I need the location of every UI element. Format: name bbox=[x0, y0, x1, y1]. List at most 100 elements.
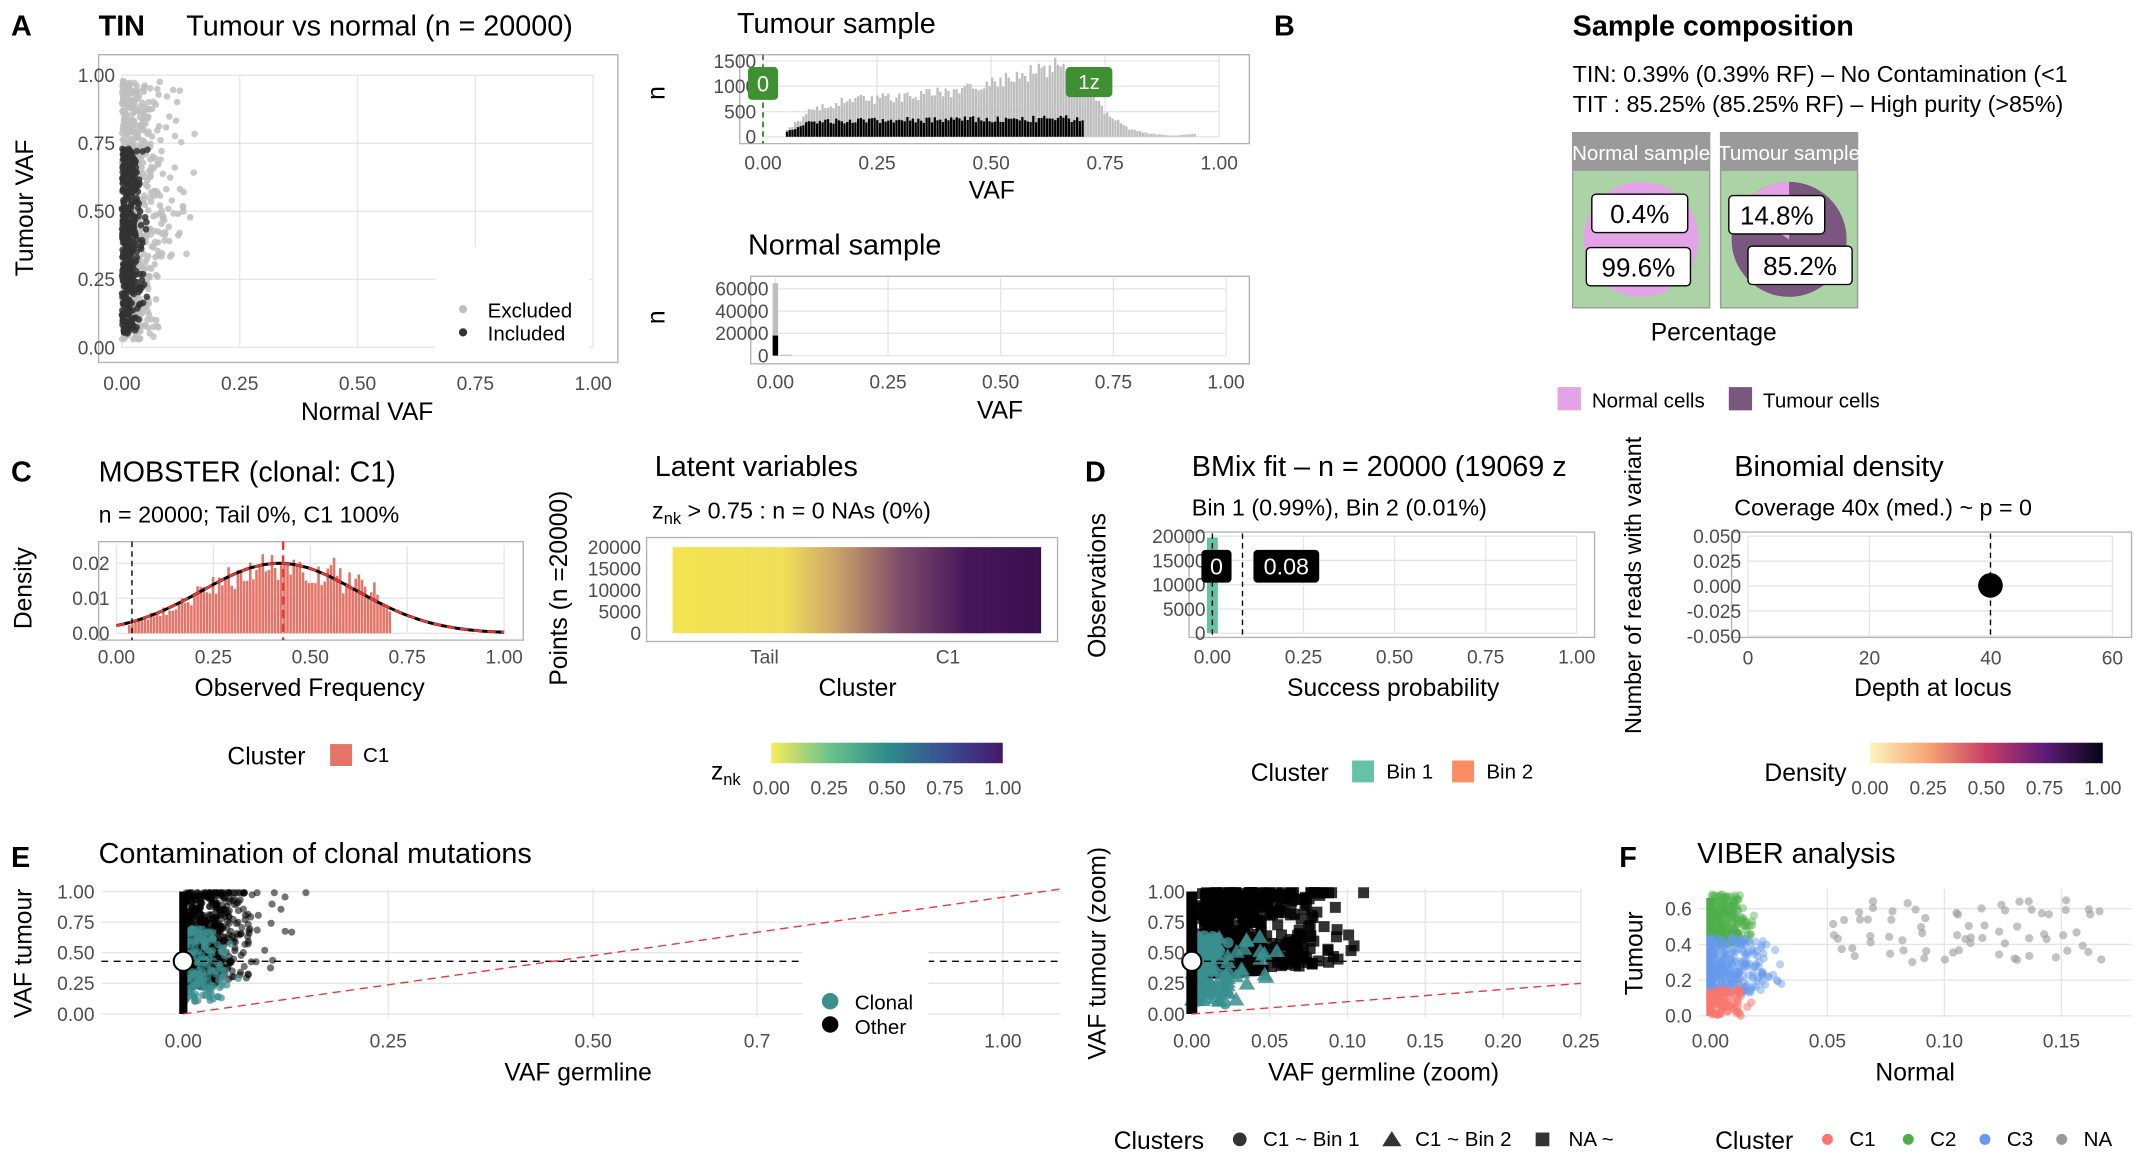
tumour-hist-bar bbox=[1136, 131, 1139, 137]
normal-hist-xtick-label: 1.00 bbox=[1207, 372, 1244, 393]
tumour-hist-bar-included bbox=[1062, 117, 1065, 137]
panel-e-point-other bbox=[216, 909, 224, 917]
panel-f-column-c2 bbox=[1706, 897, 1715, 936]
tumour-hist-bar-included bbox=[848, 119, 852, 137]
panel-f-point-c2 bbox=[1726, 909, 1736, 918]
tumour-hist-bar-included bbox=[1065, 115, 1068, 137]
panel-a-point-included bbox=[126, 322, 133, 329]
latent-ylabel: Points (n =20000) bbox=[546, 491, 573, 686]
zoom-point-na bbox=[1345, 945, 1357, 957]
zoom-point-na bbox=[1206, 890, 1218, 902]
panel-a-point-excluded bbox=[159, 170, 167, 178]
tumour-hist-bar bbox=[993, 81, 997, 137]
panel-f-point-c3 bbox=[1721, 975, 1730, 984]
panel-f-ytick-label: 0.4 bbox=[1665, 935, 1692, 956]
panel-f-point-c3 bbox=[1736, 938, 1745, 948]
panel-e-point-clonal bbox=[205, 954, 213, 963]
tumour-hist-bar-included bbox=[1054, 120, 1057, 137]
panel-f-point-c2 bbox=[1713, 911, 1723, 921]
tumour-hist-bar-included bbox=[941, 122, 945, 137]
panel-a-point-included bbox=[133, 278, 140, 286]
panel-a-point-excluded bbox=[152, 296, 160, 303]
panel-d-legend-title: Cluster bbox=[1251, 760, 1329, 787]
panel-f-point-na bbox=[1866, 932, 1875, 941]
panel-f-point-c3 bbox=[1740, 961, 1749, 970]
zoom-point-bin2 bbox=[1257, 969, 1275, 983]
panel-a-point-excluded bbox=[120, 139, 128, 146]
panel-c-bar bbox=[261, 554, 264, 634]
panel-a-point-included bbox=[134, 204, 142, 212]
panel-e-point-other bbox=[211, 914, 219, 922]
panel-f-point-c3 bbox=[1720, 963, 1729, 973]
panel-f-point-c3 bbox=[1726, 949, 1735, 958]
tumour-hist-bar bbox=[1179, 134, 1183, 137]
panel-f-point-na bbox=[2086, 910, 2095, 919]
latent-legend-bar bbox=[771, 742, 1003, 764]
tumour-hist-bar-included bbox=[903, 121, 906, 137]
panel-f-xtick-label: 0.00 bbox=[1692, 1032, 1729, 1053]
zoom-point-na bbox=[1206, 914, 1218, 926]
panel-f-point-c2 bbox=[1719, 921, 1728, 930]
panel-f-point-c3 bbox=[1724, 945, 1733, 954]
panel-e-ytick-label: 0.25 bbox=[57, 974, 94, 995]
panel-e-point-clonal bbox=[209, 935, 218, 943]
tumour-hist-bar-included bbox=[1032, 115, 1035, 137]
panel-f-point-c2 bbox=[1723, 938, 1732, 947]
tumour-hist-bar-included bbox=[933, 117, 936, 137]
panel-f-point-c3 bbox=[1716, 942, 1726, 951]
panel-f-point-c3 bbox=[1729, 936, 1738, 945]
tumour-hist-bar bbox=[947, 90, 950, 137]
panel-f-point-c3 bbox=[1713, 966, 1722, 975]
panel-f-point-na bbox=[2015, 897, 2024, 906]
panel-f-point-c2 bbox=[1716, 911, 1726, 920]
panel-e-point-other bbox=[281, 927, 289, 935]
panel-f-point-c3 bbox=[1716, 957, 1725, 967]
panel-f-point-c3 bbox=[1721, 939, 1730, 948]
tumour-hist-bar-included bbox=[788, 130, 791, 137]
panel-f-point-na bbox=[2061, 905, 2070, 915]
panel-f-point-na bbox=[2059, 931, 2068, 940]
panel-f-point-c2 bbox=[1727, 911, 1736, 920]
tumour-hist-bar bbox=[1015, 71, 1019, 137]
zoom-point-na bbox=[1244, 959, 1256, 971]
panel-f-point-c2 bbox=[1731, 934, 1740, 944]
panel-f-point-na bbox=[2084, 947, 2093, 957]
panel-f-legend-na-key bbox=[2056, 1133, 2068, 1145]
panel-f-point-c3 bbox=[1746, 938, 1755, 947]
panel-f-legend-na: NA bbox=[2084, 1128, 2113, 1151]
panel-f-point-na bbox=[1829, 919, 1838, 929]
panel-f-point-c2 bbox=[1730, 897, 1740, 906]
binomial-frame bbox=[1730, 531, 2133, 639]
latent-xtick-label: C1 bbox=[936, 647, 961, 668]
panel-f-point-c2 bbox=[1713, 892, 1723, 902]
tumour-hist-bar bbox=[919, 90, 923, 137]
legend-normal-cells-label: Normal cells bbox=[1592, 390, 1705, 413]
panel-f-point-c2 bbox=[1718, 903, 1728, 912]
tumour-hist-bar-included bbox=[884, 121, 887, 137]
panel-f-point-c2 bbox=[1733, 928, 1743, 937]
panel-f-point-c2 bbox=[1721, 919, 1730, 928]
panel-a-point-excluded bbox=[125, 80, 133, 88]
tumour-hist-bar bbox=[925, 89, 928, 137]
tumour-hist-ytick-label: 0 bbox=[746, 128, 757, 149]
panel-f-point-c3 bbox=[1742, 962, 1751, 971]
tumour-hist-bar-included bbox=[813, 121, 816, 137]
tumour-hist-bar-included bbox=[1018, 120, 1021, 137]
zoom-point-na bbox=[1329, 901, 1341, 913]
panel-a-point-excluded bbox=[147, 167, 155, 174]
latent-subtitle: znk > 0.75 : n = 0 NAs (0%) bbox=[652, 497, 931, 527]
tumour-hist-bar bbox=[1059, 66, 1062, 137]
panel-e-point-other bbox=[192, 896, 201, 904]
panel-f-point-c3 bbox=[1718, 950, 1727, 960]
panel-f-point-c3 bbox=[1723, 960, 1732, 969]
tumour-hist-bar-included bbox=[837, 120, 841, 137]
panel-a-point-excluded bbox=[174, 210, 182, 218]
tumour-hist-bar bbox=[950, 97, 953, 137]
panel-d-chip1 bbox=[1201, 549, 1232, 583]
panel-f-point-c3 bbox=[1733, 945, 1742, 954]
panel-f-point-c3 bbox=[1744, 971, 1753, 980]
panel-e-point-clonal bbox=[218, 972, 227, 981]
tumour-hist-bar bbox=[1040, 67, 1043, 137]
panel-f-point-c3 bbox=[1773, 977, 1782, 986]
panel-f-point-c3 bbox=[1720, 966, 1729, 975]
